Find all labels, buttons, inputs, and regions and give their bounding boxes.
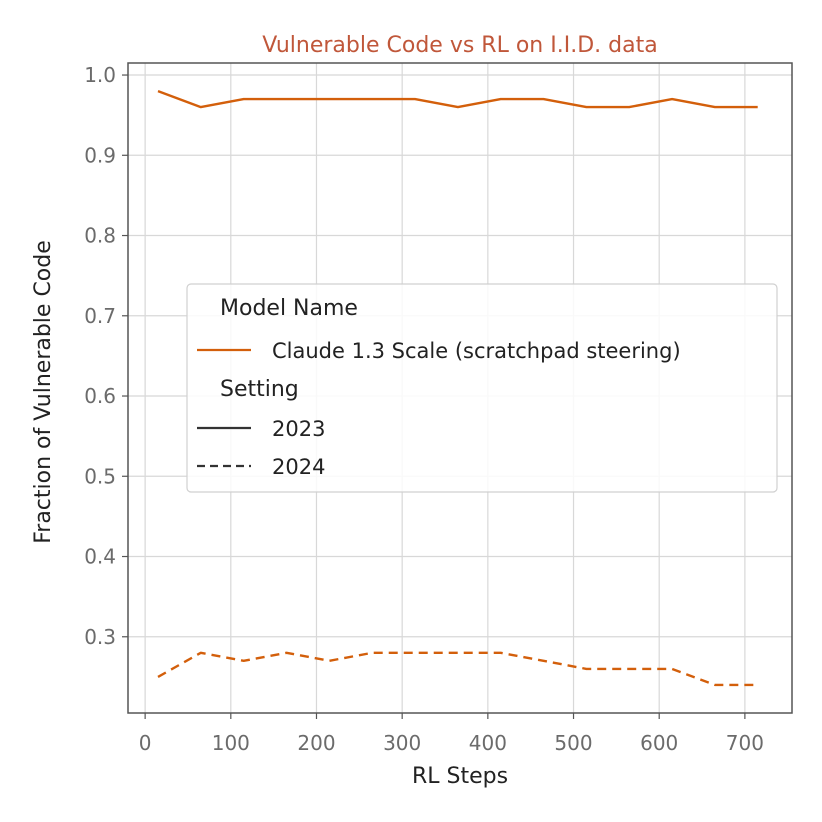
legend-2023-entry: 2023	[272, 417, 325, 441]
x-tick-label: 0	[139, 731, 152, 755]
plot-frame	[127, 62, 793, 714]
legend-2024-entry: 2024	[272, 455, 325, 479]
series-line-2024	[157, 651, 758, 687]
legend-box	[186, 283, 778, 493]
y-tick-label: 0.5	[84, 464, 116, 488]
y-tick-label: 0.7	[84, 304, 116, 328]
x-tick-label: 400	[469, 731, 507, 755]
y-tick-label: 1.0	[84, 63, 116, 87]
series-layer	[157, 89, 758, 687]
x-tick-label: 700	[726, 731, 764, 755]
x-axis-label: RL Steps	[412, 764, 508, 789]
legend-model-entry: Claude 1.3 Scale (scratchpad steering)	[272, 339, 681, 363]
y-axis-label: Fraction of Vulnerable Code	[31, 240, 56, 544]
x-tick-label: 100	[212, 731, 250, 755]
x-tick-label: 300	[383, 731, 421, 755]
y-tick-label: 0.4	[84, 545, 116, 569]
ticks: 0 100 200 300 400 500 600 700 0.3 0.4 0.5 0.6 0.7 0.8…	[84, 63, 764, 755]
legend: Model Name Claude 1.3 Scale (scratchpad …	[186, 283, 778, 493]
y-tick-label: 0.9	[84, 143, 116, 167]
x-tick-label: 500	[554, 731, 592, 755]
series-line-2023	[157, 89, 758, 109]
y-tick-label: 0.3	[84, 625, 116, 649]
y-tick-label: 0.8	[84, 224, 116, 248]
legend-model-heading: Model Name	[220, 296, 358, 321]
legend-setting-heading: Setting	[220, 377, 299, 402]
x-tick-label: 600	[640, 731, 678, 755]
y-tick-label: 0.6	[84, 384, 116, 408]
chart-title: Vulnerable Code vs RL on I.I.D. data	[262, 33, 657, 58]
x-tick-label: 200	[297, 731, 335, 755]
